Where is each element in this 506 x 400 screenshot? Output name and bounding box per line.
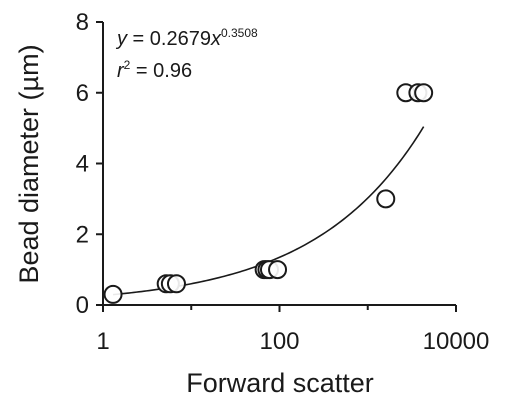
data-point (103, 284, 123, 304)
data-point (414, 83, 434, 103)
y-tick-label: 4 (76, 151, 89, 178)
r2-sup: 2 (124, 58, 131, 72)
fit-r-squared: r2 = 0.96 (117, 58, 192, 82)
r2-r: r (117, 60, 125, 82)
x-tick-label: 10000 (423, 328, 490, 355)
y-tick-label: 8 (76, 9, 89, 36)
fit-equation-x: x (210, 28, 222, 50)
fit-equation-coef: = 0.2679 (127, 28, 211, 50)
fit-equation-y: y (115, 28, 128, 50)
y-axis-title: Bead diameter (µm) (14, 44, 44, 283)
y-tick-label: 6 (76, 80, 89, 107)
x-axis-title: Forward scatter (186, 368, 374, 398)
data-point (166, 274, 186, 294)
r2-value: = 0.96 (130, 60, 192, 82)
y-tick-label: 2 (76, 221, 89, 248)
data-point (268, 260, 288, 280)
fit-equation: y = 0.2679x0.3508 (115, 26, 258, 50)
y-tick-label: 0 (76, 292, 89, 319)
data-point (376, 189, 396, 209)
x-tick-label: 100 (259, 328, 299, 355)
x-tick-label: 1 (96, 328, 109, 355)
fit-equation-exponent: 0.3508 (221, 26, 258, 40)
